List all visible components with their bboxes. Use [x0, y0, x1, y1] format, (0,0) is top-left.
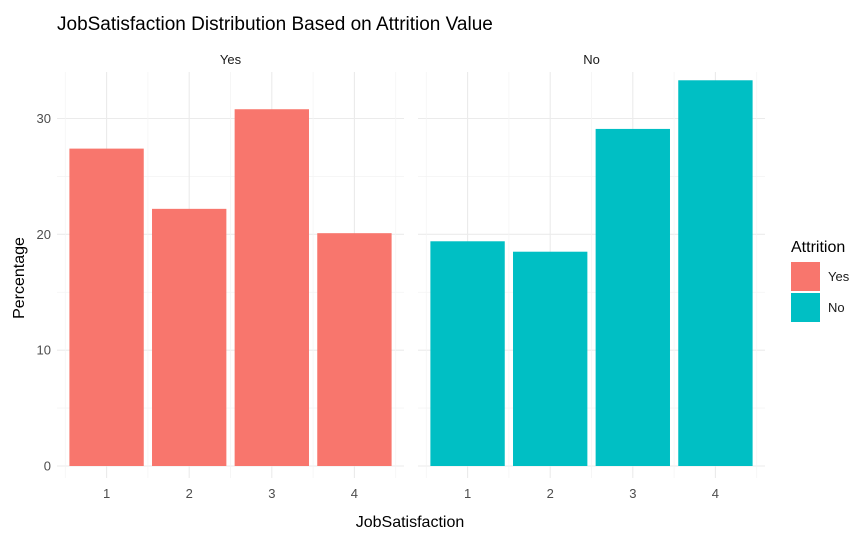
- bar-no-4: [678, 80, 753, 467]
- x-tick-label: 2: [186, 486, 193, 501]
- facet-strip-label: Yes: [220, 52, 242, 67]
- bar-no-2: [513, 251, 588, 466]
- x-tick-label: 2: [547, 486, 554, 501]
- x-tick-label: 4: [712, 486, 719, 501]
- x-tick-label: 3: [268, 486, 275, 501]
- x-tick-label: 3: [629, 486, 636, 501]
- y-axis-title: Percentage: [11, 237, 28, 319]
- legend-key-yes: [791, 262, 820, 291]
- bar-no-3: [595, 128, 670, 467]
- bar-yes-2: [152, 208, 227, 466]
- bar-yes-1: [69, 148, 144, 466]
- x-axis: 1 2 3 4 1 2 3 4: [103, 486, 719, 501]
- legend-label: Yes: [828, 269, 850, 284]
- x-tick-label: 1: [464, 486, 471, 501]
- y-tick-label: 10: [37, 343, 51, 358]
- facet-strip-label: No: [583, 52, 600, 67]
- legend-key-no: [791, 293, 820, 322]
- y-tick-label: 0: [44, 459, 51, 474]
- x-axis-title: JobSatisfaction: [356, 514, 465, 531]
- legend: Attrition Yes No: [791, 239, 850, 322]
- legend-title: Attrition: [791, 239, 845, 256]
- facet-panel-yes: Yes: [57, 52, 404, 478]
- bar-yes-3: [234, 109, 309, 466]
- legend-label: No: [828, 300, 845, 315]
- y-tick-label: 30: [37, 111, 51, 126]
- bar-yes-4: [317, 233, 392, 466]
- x-tick-label: 1: [103, 486, 110, 501]
- x-tick-label: 4: [351, 486, 358, 501]
- y-axis: 0 10 20 30: [37, 111, 51, 474]
- chart-title: JobSatisfaction Distribution Based on At…: [57, 14, 493, 35]
- y-tick-label: 20: [37, 227, 51, 242]
- bar-no-1: [430, 241, 505, 466]
- facet-panel-no: No: [418, 52, 765, 478]
